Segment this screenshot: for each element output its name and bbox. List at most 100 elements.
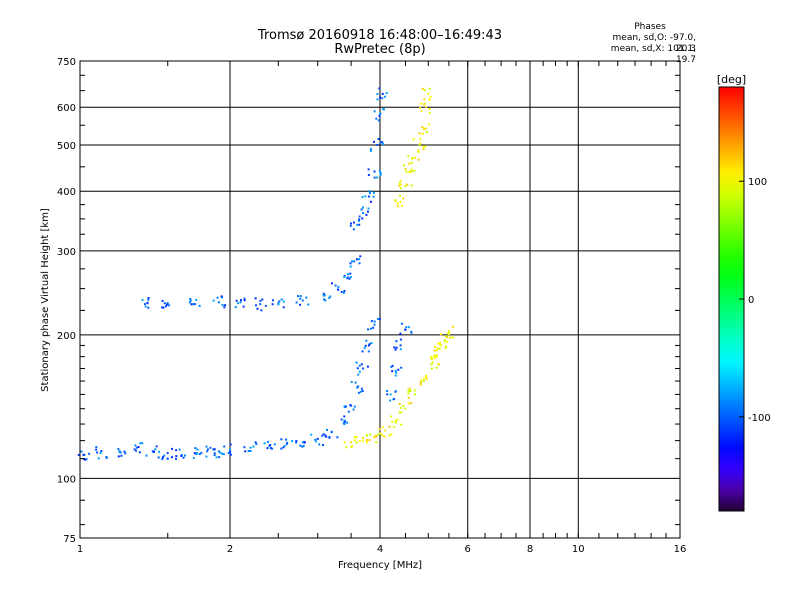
data-point	[382, 143, 385, 145]
data-point	[277, 303, 280, 306]
data-point	[451, 336, 454, 339]
data-point	[188, 301, 191, 304]
data-point	[393, 398, 396, 400]
data-point	[398, 411, 401, 414]
data-point	[389, 393, 392, 396]
data-point	[261, 298, 264, 301]
data-point	[196, 448, 199, 451]
y-tick-label: 500	[57, 141, 76, 152]
data-point	[423, 127, 426, 130]
data-point	[77, 453, 80, 456]
data-point	[394, 419, 397, 422]
data-point	[139, 442, 142, 445]
data-point	[430, 363, 433, 366]
data-point	[198, 304, 201, 307]
y-tick-label: 75	[63, 534, 76, 545]
data-point	[343, 405, 346, 408]
data-point	[423, 103, 426, 106]
data-point	[390, 365, 393, 368]
data-point	[229, 450, 232, 453]
data-point	[389, 399, 392, 402]
data-point	[354, 381, 357, 384]
data-point	[310, 433, 313, 436]
data-point	[171, 456, 173, 459]
data-point	[192, 456, 195, 459]
data-point	[280, 438, 283, 441]
data-point	[249, 446, 252, 449]
data-point	[435, 355, 438, 358]
data-point	[82, 453, 85, 456]
data-point	[367, 195, 370, 198]
data-point	[413, 389, 416, 392]
data-point	[399, 183, 402, 186]
y-tick-label: 750	[57, 57, 76, 68]
data-point	[422, 145, 425, 148]
data-point	[331, 282, 333, 285]
data-point	[410, 170, 413, 173]
data-point	[368, 190, 371, 193]
data-point	[394, 421, 397, 424]
data-point	[198, 453, 201, 456]
data-point	[422, 380, 425, 382]
data-point	[410, 402, 413, 405]
data-point	[369, 148, 372, 151]
data-point	[381, 92, 384, 95]
data-point	[316, 437, 319, 440]
data-point	[343, 420, 346, 423]
data-point	[399, 200, 402, 203]
data-point	[397, 368, 400, 371]
data-point	[227, 451, 230, 454]
data-point	[366, 365, 369, 368]
data-point	[435, 349, 438, 352]
data-point	[421, 126, 424, 128]
data-point	[353, 436, 356, 439]
data-point	[347, 273, 349, 276]
data-point	[299, 297, 302, 300]
data-point	[420, 379, 423, 382]
data-point	[367, 210, 369, 213]
data-point	[353, 405, 356, 408]
data-point	[399, 332, 402, 335]
data-point	[438, 347, 441, 350]
data-point	[343, 441, 346, 444]
data-point	[206, 448, 209, 451]
data-point	[398, 184, 401, 187]
data-point	[158, 450, 161, 453]
data-point	[376, 144, 379, 146]
data-point	[260, 309, 263, 312]
data-point	[379, 96, 381, 99]
data-point	[353, 260, 356, 263]
axis-ticks: 1 2 4 6 8 10 16 75 100 200 300 400 500 600 750	[57, 57, 686, 555]
data-point	[224, 304, 227, 307]
data-point	[375, 441, 378, 444]
data-point	[180, 453, 183, 456]
y-tick-label: 600	[57, 103, 76, 114]
data-point	[343, 290, 346, 292]
data-point	[324, 299, 327, 302]
data-point	[379, 141, 382, 144]
data-point	[413, 393, 416, 396]
data-point	[235, 299, 238, 302]
data-point	[399, 179, 402, 182]
data-point	[395, 371, 398, 374]
data-point	[407, 326, 410, 329]
data-point	[361, 390, 364, 392]
data-point	[446, 336, 449, 338]
data-point	[362, 439, 365, 442]
data-point	[425, 130, 428, 133]
data-point	[378, 170, 381, 172]
data-point	[282, 300, 285, 303]
data-point	[433, 349, 436, 352]
data-point	[105, 456, 108, 458]
data-point	[200, 451, 203, 454]
data-point	[445, 345, 448, 348]
data-point	[196, 452, 199, 455]
data-point	[272, 299, 274, 302]
data-point	[370, 327, 372, 330]
data-point	[213, 452, 216, 455]
colorbar-label: [deg]	[717, 73, 746, 86]
data-point	[368, 343, 371, 346]
colorbar: [deg] 100 0 -100	[717, 73, 771, 512]
data-point	[305, 296, 308, 299]
